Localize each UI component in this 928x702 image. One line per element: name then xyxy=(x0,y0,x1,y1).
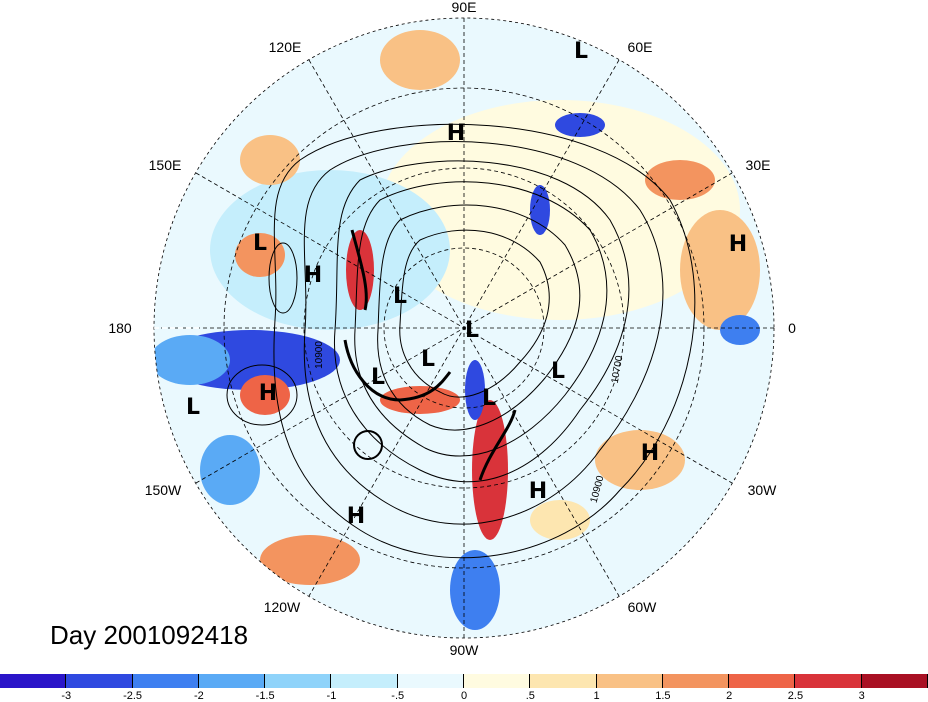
colorbar-swatch xyxy=(530,674,597,688)
colorbar-tick-label: -2.5 xyxy=(123,690,143,702)
low-pressure-label: L xyxy=(574,39,588,64)
contour-label: 10700 xyxy=(610,354,626,384)
low-pressure-label: L xyxy=(186,395,200,420)
lon-label: 30E xyxy=(746,157,771,173)
low-pressure-label: L xyxy=(482,386,496,411)
high-pressure-label: H xyxy=(259,381,277,406)
high-pressure-label: H xyxy=(347,504,365,529)
high-pressure-label: H xyxy=(529,479,547,504)
colorbar-swatch xyxy=(0,674,67,688)
lon-label: 120E xyxy=(269,39,302,55)
colorbar-swatch xyxy=(66,674,133,688)
longitude-labels: 90E 60E 120E 30E 150E 180 0 150W 30W 120W 60W 90W xyxy=(108,0,796,658)
colorbar-tick-label: -1.5 xyxy=(255,690,275,702)
colorbar-swatch xyxy=(729,674,796,688)
lon-label: 90E xyxy=(452,0,477,15)
colorbar-tick-label: 1 xyxy=(593,690,600,702)
lon-label: 150W xyxy=(145,482,182,498)
colorbar-tick-label: 0 xyxy=(460,690,468,702)
high-pressure-label: H xyxy=(304,263,322,288)
colorbar-swatch xyxy=(265,674,332,688)
low-pressure-label: L xyxy=(465,318,479,343)
height-contours xyxy=(226,123,696,559)
colorbar-tick-label: 2 xyxy=(726,690,733,702)
colorbar-tick-label: -2 xyxy=(193,690,204,702)
colorbar-swatch xyxy=(596,674,663,688)
colorbar-swatch xyxy=(861,674,928,688)
colorbar-swatch xyxy=(397,674,464,688)
colorbar-tick-label: -.5 xyxy=(391,690,405,702)
lon-label: 30W xyxy=(748,482,778,498)
lon-label: 150E xyxy=(149,157,182,173)
colorbar-swatch xyxy=(198,674,266,688)
low-pressure-label: L xyxy=(421,347,435,372)
colorbar-tick-label: 1.5 xyxy=(655,690,671,702)
colorbar-tick-label: -3 xyxy=(61,690,72,702)
low-pressure-label: L xyxy=(393,284,407,309)
high-pressure-label: H xyxy=(447,121,465,146)
colorbar-tick-label: 2.5 xyxy=(787,690,804,702)
lon-label: 120W xyxy=(264,599,301,615)
low-pressure-label: L xyxy=(371,365,385,390)
lon-label: 60W xyxy=(628,599,658,615)
colorbar-tick-label: .5 xyxy=(525,690,535,702)
lon-label: 60E xyxy=(628,39,653,55)
colorbar-swatch xyxy=(132,674,199,688)
low-pressure-label: L xyxy=(253,231,267,256)
lon-label: 180 xyxy=(108,320,132,336)
contour-label: 10900 xyxy=(314,341,325,369)
colorbar-swatch xyxy=(331,674,398,688)
colorbar-swatch xyxy=(795,674,862,688)
colorbar-tick-label: -1 xyxy=(326,690,337,702)
lon-label: 90W xyxy=(450,642,480,658)
pressure-center-labels: L H L H L L L L L L H L H H H H xyxy=(186,39,747,529)
graticule xyxy=(153,17,775,639)
colorbar-swatch xyxy=(662,674,730,688)
colorbar: -3 -2.5 -2 -1.5 -1 -.5 0 .5 1 1.5 2 2.5 3 xyxy=(0,674,928,702)
high-pressure-label: H xyxy=(641,441,659,466)
colorbar-swatch xyxy=(464,674,531,688)
high-pressure-label: H xyxy=(729,232,747,257)
lon-label: 0 xyxy=(788,320,796,336)
low-pressure-label: L xyxy=(551,359,565,384)
colorbar-tick-label: 3 xyxy=(858,690,865,702)
map-title: Day 2001092418 xyxy=(50,620,249,650)
